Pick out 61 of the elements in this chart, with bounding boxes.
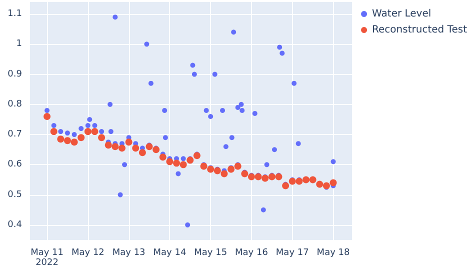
point	[146, 143, 153, 150]
point	[309, 176, 316, 184]
point	[228, 166, 235, 173]
point	[296, 178, 303, 185]
point	[152, 146, 160, 154]
point	[50, 128, 58, 136]
point	[330, 179, 337, 186]
y-tick-label: 0.9	[8, 69, 22, 80]
x-tick-label: May 13	[112, 248, 146, 258]
point	[57, 136, 64, 143]
point	[193, 152, 200, 160]
x-tick-label: May 12	[71, 248, 104, 258]
point	[166, 158, 174, 166]
point	[44, 112, 51, 120]
y-tick-label: 0.5	[8, 190, 22, 200]
point	[173, 160, 180, 167]
point	[248, 173, 255, 180]
y-tick-label: 1	[16, 39, 22, 50]
point	[322, 182, 330, 190]
point	[220, 170, 228, 178]
point	[186, 156, 194, 164]
point	[254, 173, 262, 180]
point	[91, 128, 98, 136]
point	[112, 143, 119, 150]
point	[275, 173, 282, 180]
y-tick-label: 1.1	[8, 9, 22, 20]
point	[268, 173, 276, 180]
point	[302, 176, 310, 184]
point	[98, 134, 106, 142]
y-tick-label: 0.6	[8, 160, 22, 170]
point	[214, 167, 221, 174]
point	[200, 162, 208, 170]
point	[125, 138, 132, 146]
point	[132, 144, 140, 152]
point	[70, 138, 78, 146]
point	[64, 137, 71, 144]
point	[104, 142, 112, 149]
point	[234, 162, 242, 170]
point	[118, 144, 126, 152]
legend-label: Water Level	[372, 8, 432, 20]
y-tick-label: 0.4	[8, 220, 22, 230]
point	[288, 178, 296, 185]
point	[180, 161, 187, 168]
x-tick-label: May 14	[153, 248, 186, 258]
point	[159, 154, 166, 161]
point	[262, 174, 269, 182]
point	[241, 170, 248, 178]
x-tick-label: May 11 2022	[30, 248, 64, 268]
point	[316, 180, 324, 188]
x-tick-label: May 16	[235, 248, 268, 258]
legend-label: Reconstructed Test	[372, 24, 468, 36]
x-tick-label: May 18	[316, 248, 350, 258]
y-tick-label: 0.8	[8, 99, 22, 110]
point	[138, 149, 146, 156]
y-tick-label: 0.7	[8, 130, 22, 140]
x-tick-label: May 17	[276, 248, 309, 258]
point	[207, 166, 214, 173]
x-tick-label: May 15	[194, 248, 228, 258]
point	[282, 182, 290, 190]
point	[84, 128, 92, 136]
point	[78, 134, 85, 142]
